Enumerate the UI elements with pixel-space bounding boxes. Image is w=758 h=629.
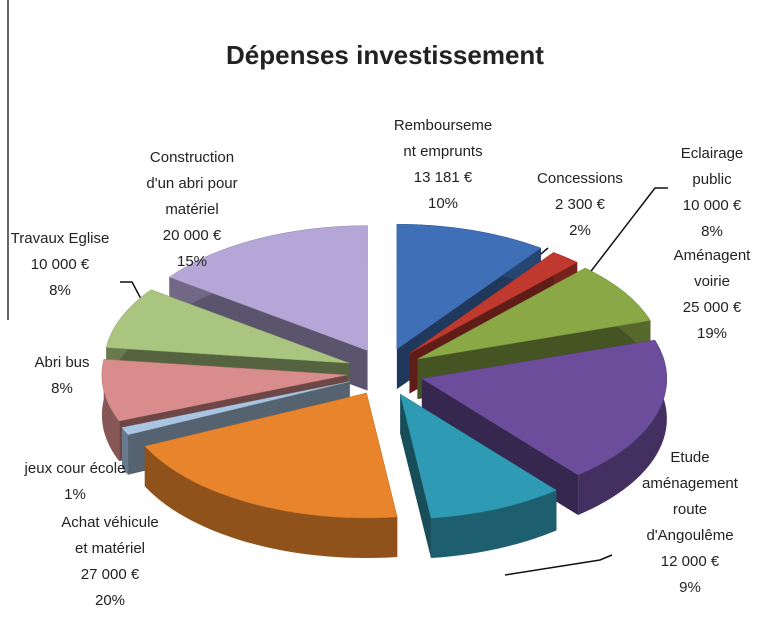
slice bbox=[399, 393, 557, 519]
slice-side bbox=[430, 490, 557, 559]
data-label-percent: 9% bbox=[679, 579, 701, 596]
chart-title: Dépenses investissement bbox=[226, 40, 544, 70]
data-label-name: Etude aménagement route d'Angoulême bbox=[642, 449, 739, 544]
slice bbox=[409, 252, 578, 354]
data-label-amount: 13 181 € bbox=[414, 169, 473, 186]
data-label-name: jeux cour école bbox=[24, 460, 126, 477]
data-label-name: Concessions bbox=[537, 170, 623, 187]
data-label-percent: 19% bbox=[697, 325, 727, 342]
data-label-name: Abri bus bbox=[34, 354, 89, 371]
data-label-percent: 8% bbox=[49, 282, 71, 299]
leader-line bbox=[504, 554, 613, 576]
data-label-percent: 8% bbox=[51, 380, 73, 397]
data-label-amount: 20 000 € bbox=[163, 227, 222, 244]
data-label-amount: 27 000 € bbox=[81, 566, 140, 583]
data-label-name: Travaux Eglise bbox=[11, 230, 110, 247]
data-label-amount: 10 000 € bbox=[31, 256, 90, 273]
data-label-percent: 10% bbox=[428, 195, 458, 212]
data-label-name: Achat véhicule et matériel bbox=[61, 514, 159, 557]
slice bbox=[168, 225, 368, 351]
slice bbox=[105, 289, 350, 364]
slice-side bbox=[101, 359, 120, 462]
slice-tops bbox=[101, 223, 668, 519]
data-label-amount: 25 000 € bbox=[683, 299, 742, 316]
slice bbox=[144, 392, 398, 519]
data-label-amount: 10 000 € bbox=[683, 197, 742, 214]
data-label-percent: 20% bbox=[95, 592, 125, 609]
data-label-name: Construction d'un abri pour matériel bbox=[146, 149, 237, 218]
slice bbox=[101, 359, 347, 422]
slice-side bbox=[144, 446, 398, 559]
slice bbox=[417, 267, 651, 360]
data-label-name: Rembourseme nt emprunts bbox=[394, 117, 492, 160]
data-label-percent: 8% bbox=[701, 223, 723, 240]
leader-line bbox=[574, 187, 668, 293]
slice bbox=[396, 223, 542, 350]
slice-cut bbox=[400, 394, 431, 559]
data-label-name: Aménagent voirie bbox=[674, 247, 752, 290]
data-label-amount: 2 300 € bbox=[555, 196, 606, 213]
slice bbox=[121, 381, 350, 436]
data-label-percent: 15% bbox=[177, 253, 207, 270]
data-label-percent: 2% bbox=[569, 222, 591, 239]
data-label-percent: 1% bbox=[64, 486, 86, 503]
slice bbox=[421, 339, 668, 476]
slice-side bbox=[578, 340, 667, 516]
data-label-name: Eclairage public bbox=[681, 145, 744, 188]
data-label-amount: 12 000 € bbox=[661, 553, 720, 570]
slice-side bbox=[121, 427, 129, 475]
